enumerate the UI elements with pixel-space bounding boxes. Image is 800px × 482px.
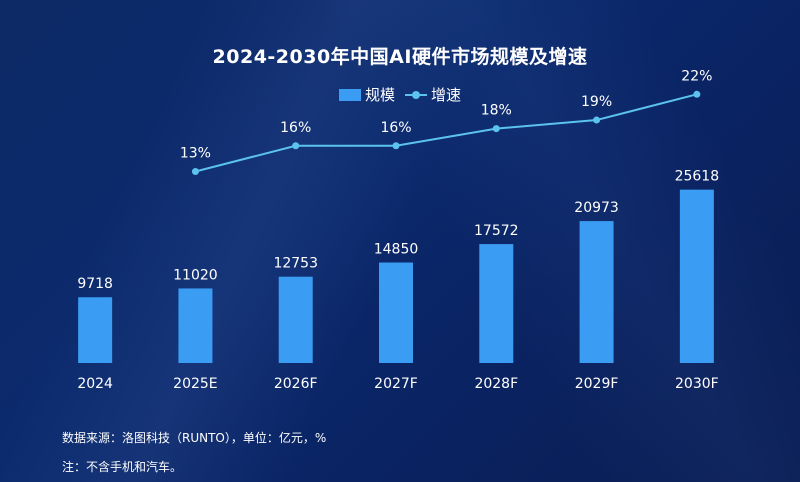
growth-point-2029F — [593, 116, 601, 124]
x-tick-label: 2027F — [374, 376, 418, 392]
legend-line-swatch — [405, 89, 427, 101]
legend-label-growth: 增速 — [431, 86, 462, 104]
growth-point-2030F — [693, 90, 701, 98]
growth-point-2025E — [191, 168, 199, 175]
growth-value-label: 19% — [581, 94, 612, 110]
bar-value-label: 14850 — [374, 242, 419, 258]
x-tick-label: 2025E — [173, 376, 217, 392]
x-tick-label: 2030F — [675, 376, 719, 392]
bar-value-label: 25618 — [675, 169, 720, 185]
legend-label-scale: 规模 — [364, 86, 395, 104]
x-tick-label: 2024 — [77, 376, 113, 392]
chart-legend: 规模 增速 — [0, 84, 800, 105]
remark-note: 注：不含手机和汽车。 — [62, 460, 183, 474]
growth-value-label: 13% — [180, 146, 211, 162]
growth-point-2028F — [492, 125, 500, 133]
legend-item-growth: 增速 — [405, 84, 461, 105]
growth-value-label: 18% — [481, 103, 512, 119]
legend-bar-swatch — [338, 88, 361, 101]
bar-value-label: 11020 — [173, 267, 218, 283]
bar-value-label: 17572 — [474, 223, 519, 239]
bar-2024 — [78, 297, 113, 363]
bar-2026F — [278, 276, 313, 363]
bar-2027F — [379, 262, 413, 363]
bar-value-label: 20973 — [574, 200, 619, 216]
chart-title: 2024-2030年中国AI硬件市场规模及增速 — [212, 46, 588, 68]
bar-2030F — [679, 189, 714, 363]
bar-2025E — [178, 288, 213, 363]
bar-value-label: 9718 — [77, 276, 113, 292]
bar-2028F — [479, 244, 514, 363]
x-tick-label: 2026F — [274, 376, 318, 392]
growth-value-label: 16% — [280, 120, 311, 136]
legend-item-scale: 规模 — [338, 84, 395, 105]
data-source-note: 数据来源：洛图科技（RUNTO），单位：亿元，% — [62, 431, 327, 445]
bar-value-label: 12753 — [273, 256, 318, 272]
growth-point-2026F — [292, 142, 300, 150]
growth-value-label: 16% — [380, 120, 411, 136]
growth-line — [195, 93, 698, 173]
growth-value-label: 22% — [681, 68, 712, 84]
bar-2029F — [579, 221, 614, 363]
x-tick-label: 2028F — [474, 376, 518, 392]
growth-point-2027F — [392, 142, 400, 150]
x-tick-label: 2029F — [575, 376, 619, 392]
